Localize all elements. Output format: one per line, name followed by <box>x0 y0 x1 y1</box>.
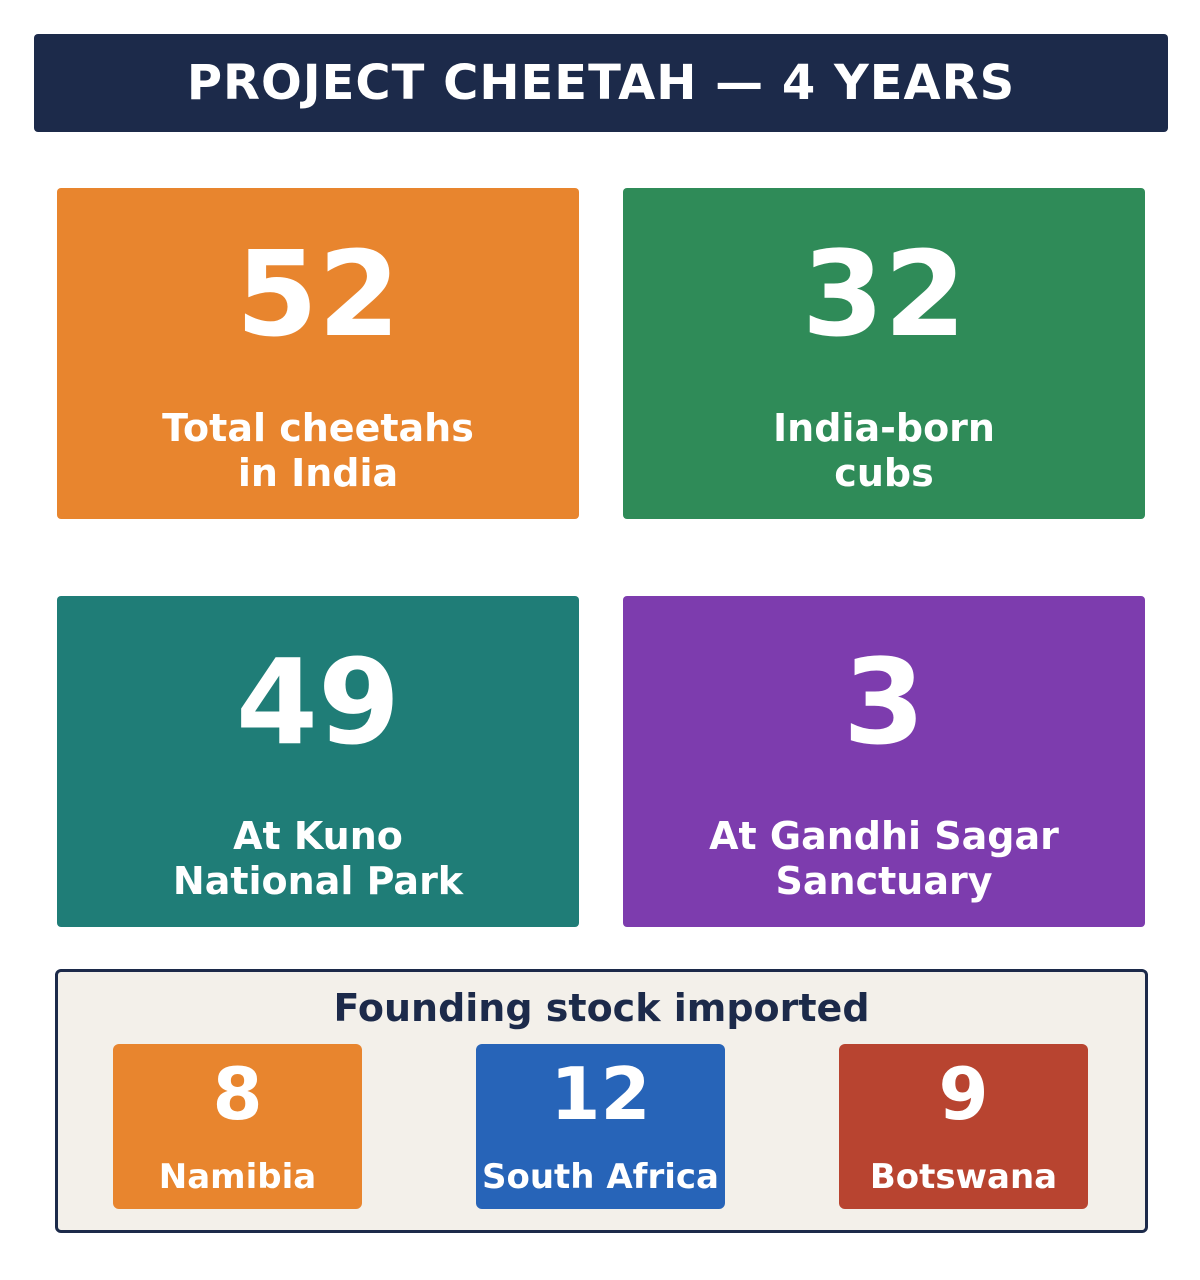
page-title: PROJECT CHEETAH — 4 YEARS <box>186 55 1016 111</box>
stat-value: 32 <box>801 225 967 363</box>
stat-label: At Gandhi Sagar Sanctuary <box>623 814 1145 904</box>
founding-stock-title: Founding stock imported <box>333 986 870 1030</box>
stat-card-gandhi-sagar: 3 At Gandhi Sagar Sanctuary <box>623 596 1145 927</box>
stat-card-kuno: 49 At Kuno National Park <box>57 596 579 927</box>
source-count: 12 <box>550 1052 651 1136</box>
stat-card-total-cheetahs: 52 Total cheetahs in India <box>57 188 579 519</box>
stat-value: 3 <box>842 633 926 771</box>
stat-label-line: Total cheetahs <box>162 406 474 450</box>
source-card-botswana: 9 Botswana <box>839 1044 1088 1209</box>
source-country: Namibia <box>158 1157 317 1197</box>
stat-label: At Kuno National Park <box>57 814 579 904</box>
stat-label-line: National Park <box>172 859 464 903</box>
stat-card-india-born-cubs: 32 India-born cubs <box>623 188 1145 519</box>
stat-label-line: At Gandhi Sagar <box>709 814 1059 858</box>
stat-label: Total cheetahs in India <box>57 406 579 496</box>
stat-label: India-born cubs <box>623 406 1145 496</box>
source-country: South Africa <box>482 1157 719 1197</box>
header-banner: PROJECT CHEETAH — 4 YEARS <box>34 34 1168 132</box>
source-card-south-africa: 12 South Africa <box>476 1044 725 1209</box>
stat-label-line: Sanctuary <box>775 859 993 903</box>
stat-label-line: At Kuno <box>233 814 403 858</box>
source-country: Botswana <box>869 1157 1058 1197</box>
source-card-namibia: 8 Namibia <box>113 1044 362 1209</box>
stat-value: 49 <box>235 633 401 771</box>
stat-value: 52 <box>235 225 401 363</box>
stat-label-line: cubs <box>834 451 934 495</box>
source-count: 9 <box>938 1052 989 1136</box>
founding-stock-panel: Founding stock imported 8 Namibia 12 Sou… <box>55 969 1148 1233</box>
stat-label-line: in India <box>237 451 399 495</box>
stat-label-line: India-born <box>773 406 995 450</box>
source-count: 8 <box>212 1052 263 1136</box>
